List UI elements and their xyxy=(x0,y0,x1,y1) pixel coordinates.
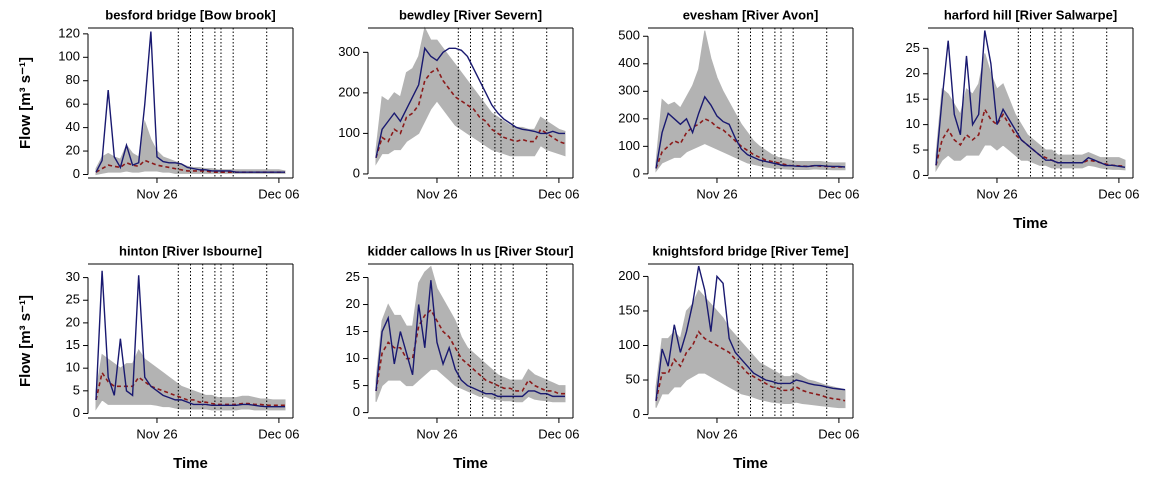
y-tick-label: 150 xyxy=(618,302,640,317)
y-tick-label: 400 xyxy=(618,55,640,70)
y-tick-label: 10 xyxy=(346,350,360,365)
y-tick-label: 200 xyxy=(618,110,640,125)
y-tick-label: 0 xyxy=(353,404,360,419)
x-axis-label: Time xyxy=(173,455,208,472)
y-axis-label: Flow [m³ s⁻¹] xyxy=(17,57,34,149)
y-tick-label: 20 xyxy=(66,142,80,157)
y-tick-label: 300 xyxy=(338,44,360,59)
ensemble-band xyxy=(935,53,1126,173)
y-tick-label: 20 xyxy=(66,314,80,329)
y-tick-label: 40 xyxy=(66,119,80,134)
median-line xyxy=(95,159,285,173)
x-tick-label: Nov 26 xyxy=(696,186,737,201)
panel-title: evesham [River Avon] xyxy=(683,7,819,22)
panel-title: besford bridge [Bow brook] xyxy=(105,7,275,22)
y-tick-label: 5 xyxy=(73,382,80,397)
y-tick-label: 15 xyxy=(906,91,920,106)
y-tick-label: 15 xyxy=(66,337,80,352)
panel-title: bewdley [River Severn] xyxy=(399,7,542,22)
y-tick-label: 0 xyxy=(353,165,360,180)
panel-title: harford hill [River Salwarpe] xyxy=(944,7,1117,22)
observed-line xyxy=(935,30,1126,169)
x-tick-label: Dec 06 xyxy=(538,426,579,441)
ensemble-band xyxy=(95,119,286,176)
median-line xyxy=(935,107,1126,168)
median-line xyxy=(375,67,566,158)
y-tick-label: 200 xyxy=(618,268,640,283)
y-tick-label: 0 xyxy=(73,405,80,420)
ensemble-band xyxy=(655,289,846,409)
observed-line xyxy=(95,270,285,408)
observed-line xyxy=(375,280,565,398)
x-tick-label: Dec 06 xyxy=(258,426,299,441)
y-tick-label: 0 xyxy=(633,406,640,421)
observed-line xyxy=(655,95,846,169)
median-line xyxy=(95,370,285,407)
y-tick-label: 20 xyxy=(906,65,920,80)
y-tick-label: 0 xyxy=(633,165,640,180)
y-tick-label: 5 xyxy=(353,377,360,392)
y-tick-label: 15 xyxy=(346,323,360,338)
y-tick-label: 100 xyxy=(618,138,640,153)
y-tick-label: 0 xyxy=(73,166,80,181)
y-tick-label: 30 xyxy=(66,269,80,284)
x-tick-label: Dec 06 xyxy=(538,186,579,201)
panel-title: hinton [River Isbourne] xyxy=(119,243,262,258)
x-axis-label: Time xyxy=(733,455,768,472)
y-tick-label: 10 xyxy=(906,116,920,131)
x-tick-label: Nov 26 xyxy=(976,186,1017,201)
y-tick-label: 100 xyxy=(338,125,360,140)
y-tick-label: 200 xyxy=(338,84,360,99)
x-tick-label: Nov 26 xyxy=(136,186,177,201)
ensemble-band xyxy=(375,265,566,403)
x-tick-label: Nov 26 xyxy=(416,426,457,441)
y-tick-label: 25 xyxy=(906,40,920,55)
x-tick-label: Dec 06 xyxy=(818,186,859,201)
x-tick-label: Dec 06 xyxy=(1098,186,1139,201)
ensemble-band xyxy=(655,30,846,173)
y-tick-label: 100 xyxy=(58,49,80,64)
y-tick-label: 300 xyxy=(618,83,640,98)
x-axis-label: Time xyxy=(1013,215,1048,232)
y-tick-label: 25 xyxy=(346,269,360,284)
panel-title: knightsford bridge [River Teme] xyxy=(652,243,848,258)
y-tick-label: 120 xyxy=(58,25,80,40)
y-tick-label: 100 xyxy=(618,337,640,352)
x-axis-label: Time xyxy=(453,455,488,472)
y-tick-label: 0 xyxy=(913,167,920,182)
x-tick-label: Dec 06 xyxy=(258,186,299,201)
x-tick-label: Nov 26 xyxy=(136,426,177,441)
y-tick-label: 20 xyxy=(346,296,360,311)
y-tick-label: 10 xyxy=(66,360,80,375)
y-tick-label: 50 xyxy=(626,371,640,386)
observed-line xyxy=(655,265,846,401)
observed-line xyxy=(95,31,285,173)
y-tick-label: 60 xyxy=(66,96,80,111)
observed-line xyxy=(375,46,565,158)
panel-title: kidder callows ln us [River Stour] xyxy=(368,243,574,258)
x-tick-label: Dec 06 xyxy=(818,426,859,441)
x-tick-label: Nov 26 xyxy=(416,186,457,201)
y-tick-label: 80 xyxy=(66,72,80,87)
x-tick-label: Nov 26 xyxy=(696,426,737,441)
ensemble-band xyxy=(95,349,286,411)
y-tick-label: 5 xyxy=(913,141,920,156)
y-axis-label: Flow [m³ s⁻¹] xyxy=(17,295,34,387)
y-tick-label: 500 xyxy=(618,28,640,43)
y-tick-label: 25 xyxy=(66,292,80,307)
